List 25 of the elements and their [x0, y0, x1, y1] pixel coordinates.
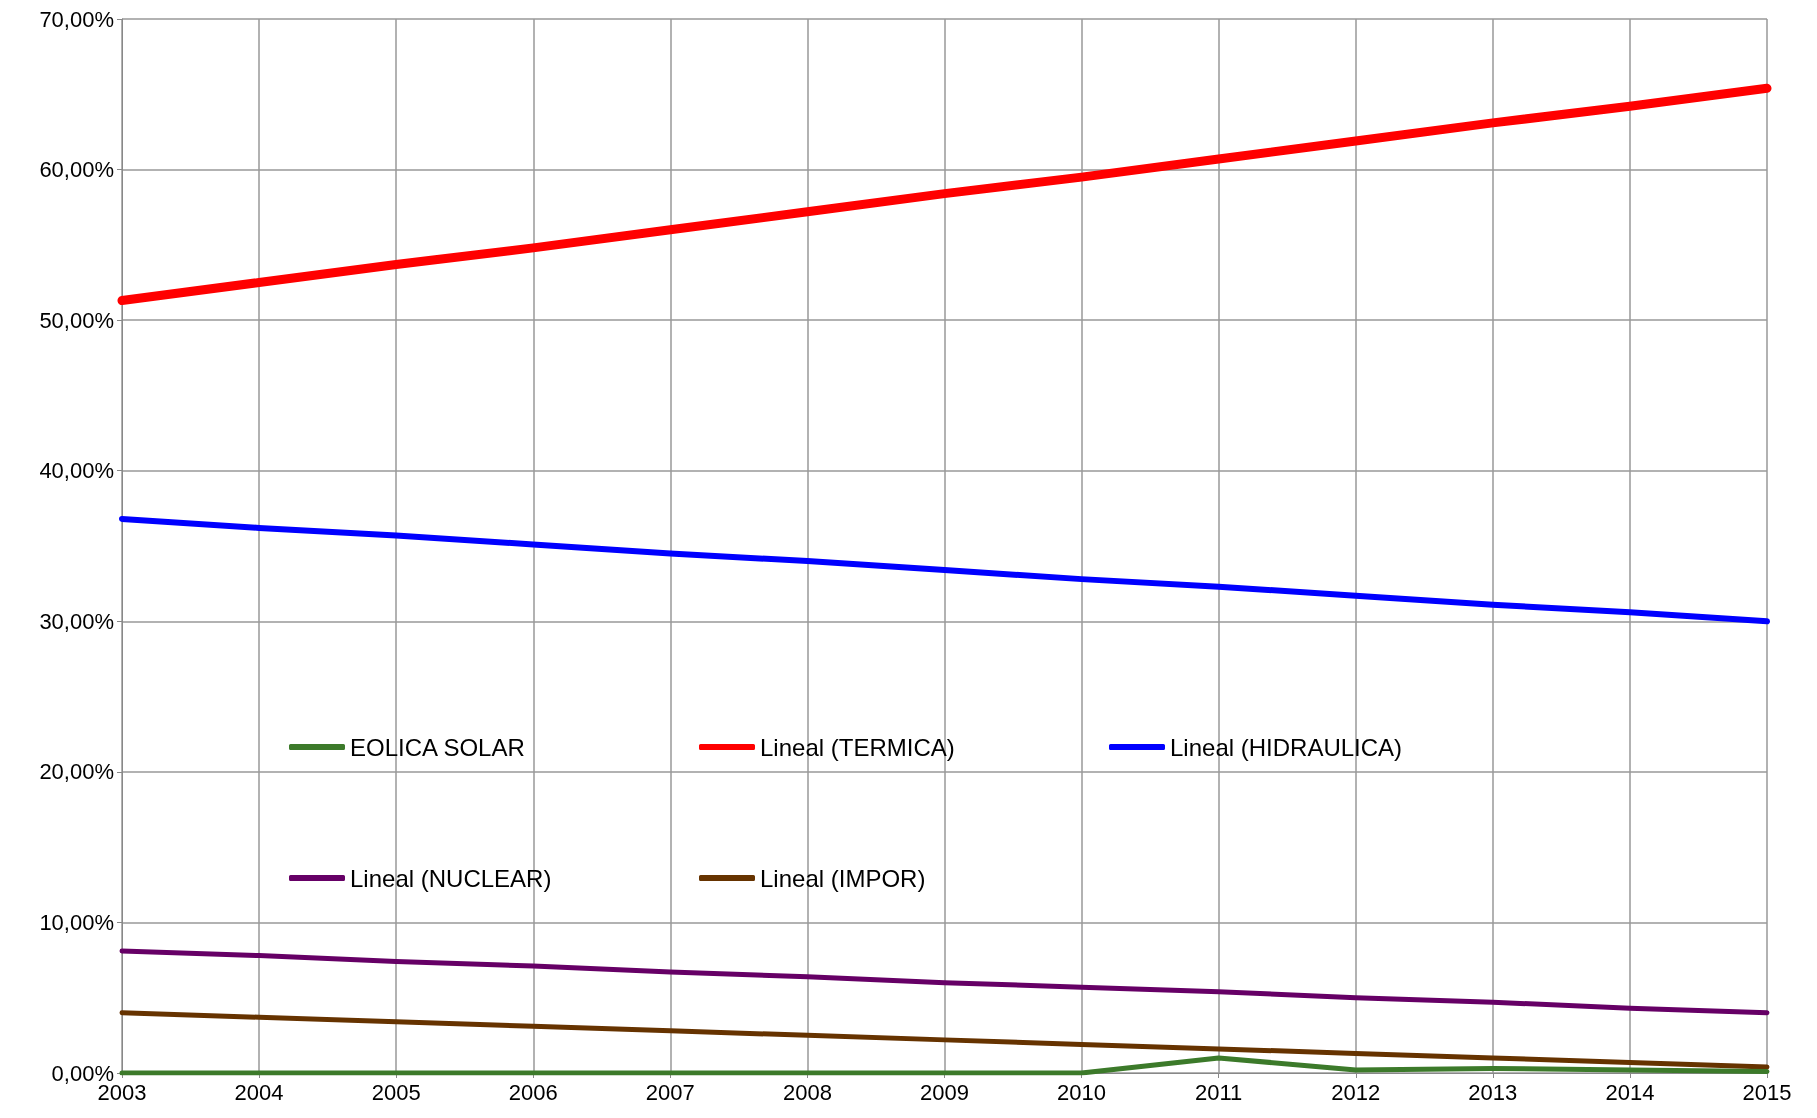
x-tick-label: 2011 [1195, 1079, 1243, 1105]
legend-label: Lineal (NUCLEAR) [350, 864, 552, 892]
y-tick-label: 70,00% [39, 6, 114, 32]
y-tick-label: 60,00% [39, 157, 114, 183]
y-tick-label: 50,00% [39, 307, 114, 333]
legend-label: Lineal (TERMICA) [760, 733, 955, 761]
x-tick-label: 2006 [508, 1079, 558, 1105]
y-tick-label: 0,00% [51, 1060, 114, 1086]
x-tick-label: 2007 [645, 1079, 695, 1105]
y-tick-label: 10,00% [39, 909, 114, 935]
y-tick-label: 40,00% [39, 458, 114, 484]
legend-label: Lineal (HIDRAULICA) [1170, 733, 1403, 761]
legend-label: EOLICA SOLAR [350, 733, 525, 761]
legend-label: Lineal (IMPOR) [760, 864, 926, 892]
x-tick-label: 2013 [1468, 1079, 1518, 1105]
x-tick-label: 2012 [1331, 1079, 1381, 1105]
x-tick-label: 2004 [234, 1079, 284, 1105]
x-tick-label: 2015 [1742, 1079, 1792, 1105]
x-tick-label: 2005 [371, 1079, 421, 1105]
x-tick-label: 2008 [782, 1079, 832, 1105]
y-tick-label: 30,00% [39, 608, 114, 634]
x-tick-label: 2009 [920, 1079, 969, 1105]
x-tick-label: 2014 [1605, 1079, 1655, 1105]
y-tick-label: 20,00% [39, 759, 114, 785]
x-tick-label: 2010 [1057, 1079, 1107, 1105]
